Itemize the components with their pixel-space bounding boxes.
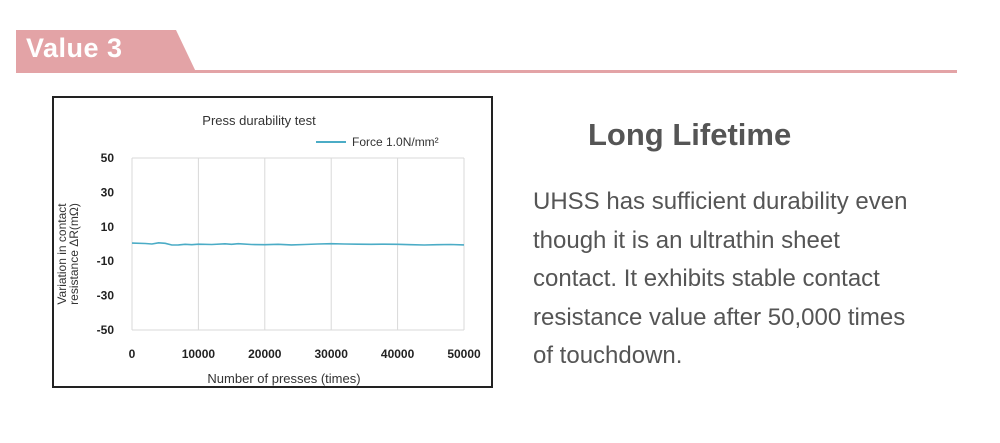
- y-tick-label: -50: [97, 323, 115, 337]
- feature-description-line: resistance value after 50,000 times: [533, 303, 906, 331]
- legend-label: Force 1.0N/mm²: [352, 135, 439, 149]
- x-axis-label: Number of presses (times): [207, 371, 360, 386]
- section-divider: [16, 70, 957, 73]
- section-tab: [16, 30, 196, 72]
- feature-description-line: UHSS has sufficient durability even: [533, 188, 908, 215]
- chart-frame: 50 30 10 -10 -30 -50 0 10000 20000 30000 40000 5000…: [52, 96, 493, 388]
- y-tick-label: 50: [101, 151, 115, 165]
- feature-description-line: contact. It exhibits stable contact: [533, 265, 880, 292]
- y-tick-label: 30: [101, 185, 115, 199]
- section-label: Value 3: [26, 33, 123, 63]
- y-axis-label: Variation in contact: [55, 203, 69, 305]
- x-tick-label: 10000: [182, 347, 216, 361]
- series-line: [131, 241, 465, 246]
- feature-description-line: though it is an ultrathin sheet: [533, 226, 840, 254]
- y-tick-label: -10: [97, 254, 115, 268]
- x-tick-label: 0: [129, 347, 136, 361]
- x-tick-label: 40000: [381, 347, 415, 361]
- durability-chart: 50 30 10 -10 -30 -50 0 10000 20000 30000 40000 5000…: [55, 113, 481, 386]
- feature-title: Long Lifetime: [588, 117, 792, 152]
- feature-description-line: of touchdown.: [533, 342, 683, 369]
- x-tick-label: 50000: [447, 347, 481, 361]
- y-tick-label: -30: [97, 289, 115, 303]
- y-tick-label: 10: [101, 220, 115, 234]
- x-tick-label: 30000: [315, 347, 349, 361]
- section-header: Value 3: [16, 30, 196, 72]
- feature-description: UHSS has sufficient durability even thou…: [533, 183, 983, 376]
- y-axis-label: resistance ΔR(mΩ): [67, 203, 81, 305]
- chart-title: Press durability test: [202, 113, 316, 128]
- x-tick-label: 20000: [248, 347, 282, 361]
